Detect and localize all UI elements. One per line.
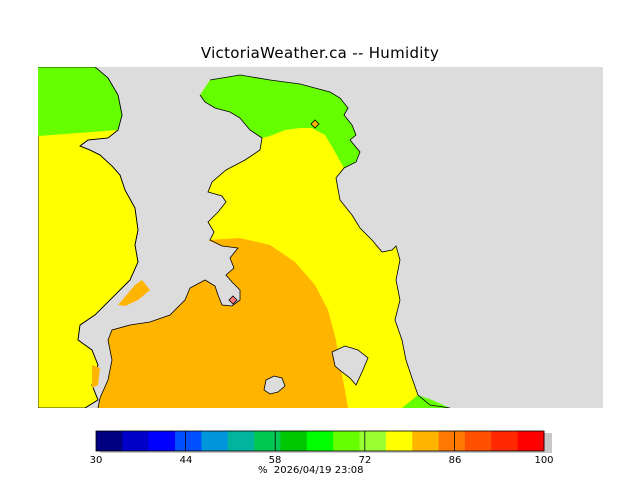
colorbar-swatch — [148, 431, 176, 451]
colorbar — [95, 430, 552, 453]
island-small — [263, 375, 286, 395]
island-large — [331, 345, 369, 386]
colorbar-swatch — [306, 431, 334, 451]
map-footer: % 2026/04/19 23:08 — [258, 465, 364, 476]
north-land-green — [200, 75, 360, 168]
colorbar-swatch — [254, 431, 281, 451]
inlet-coastline — [97, 94, 263, 408]
colorbar-swatch — [280, 431, 308, 451]
station-south-marker — [228, 295, 238, 305]
colorbar-swatch — [96, 431, 123, 451]
west-land-orange-patch — [118, 280, 150, 306]
colorbar-border — [95, 430, 545, 452]
station-north-marker — [310, 119, 320, 129]
colorbar-swatch — [359, 431, 387, 451]
colorbar-swatch — [333, 431, 361, 451]
colorbar-swatch — [438, 431, 466, 451]
unit-label: % — [258, 465, 268, 476]
colorbar-swatch — [491, 431, 519, 451]
colorbar-swatch — [385, 431, 413, 451]
colorbar-swatch — [175, 431, 202, 451]
colorbar-swatch — [412, 431, 440, 451]
colorbar-swatch — [201, 431, 229, 451]
colorbar-swatch — [517, 431, 545, 451]
colorbar-swatch — [464, 431, 492, 451]
timestamp: 2026/04/19 23:08 — [273, 465, 364, 476]
map-title: VictoriaWeather.ca -- Humidity — [200, 44, 440, 62]
east-coastline — [209, 74, 451, 408]
west-land-green — [38, 67, 122, 136]
south-orange-region — [98, 238, 348, 408]
colorbar-swatch — [227, 431, 255, 451]
colorbar-swatch — [122, 431, 150, 451]
